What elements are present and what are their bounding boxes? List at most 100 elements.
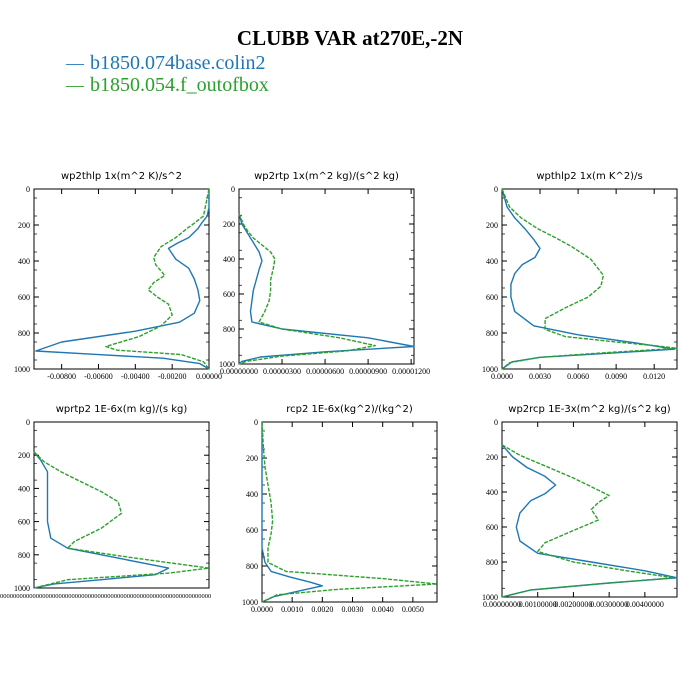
x-tick-label: 0.00000300: [263, 367, 301, 376]
series-line-outofbox: [33, 451, 210, 589]
y-tick-label: 1000: [482, 593, 498, 602]
panel-title: wprtp2 1E-6x(m kg)/(s kg): [56, 404, 188, 415]
x-tick-label: -0.00400: [121, 372, 150, 381]
x-tick-label: 0.00100000: [519, 600, 557, 609]
x-tick-label: 0.0020: [311, 605, 333, 614]
y-tick-label: 200: [18, 451, 30, 460]
figure-title: CLUBB VAR at270E,-2N: [236, 26, 464, 50]
series-line-base: [501, 188, 676, 370]
x-tick-label: 0.00000: [196, 372, 222, 381]
y-tick-label: 1000: [482, 365, 498, 374]
y-tick-label: 400: [486, 257, 498, 266]
y-tick-label: 1000: [219, 360, 235, 369]
y-tick-label: 600: [18, 293, 30, 302]
panel-title: wp2rcp 1E-3x(m^2 kg)/(s^2 kg): [508, 404, 671, 415]
x-tick-label: 0.00400000: [626, 600, 664, 609]
series-line-base: [261, 422, 323, 603]
x-tick-label: 0.00000600: [306, 367, 344, 376]
plot-panel-3: wpthlp2 1x(m K^2)/s020040060080010000.00…: [482, 171, 678, 381]
series-line-base: [33, 451, 170, 589]
x-tick-label: 0.0040: [372, 605, 394, 614]
y-tick-label: 0: [254, 418, 258, 427]
x-tick-label: 0.0090: [605, 372, 627, 381]
y-tick-label: 1000: [14, 365, 30, 374]
y-tick-label: 0: [26, 418, 30, 427]
y-tick-label: 200: [246, 454, 258, 463]
axes-frame: [501, 421, 678, 598]
x-tick-label: -0.00800: [47, 372, 76, 381]
plot-panel-6: wp2rcp 1E-3x(m^2 kg)/(s^2 kg) 0 200 400 600 8…: [482, 404, 678, 609]
x-tick-label: -0.00200: [158, 372, 187, 381]
legend-entry-base: — b1850.074base.colin2: [66, 52, 266, 75]
x-tick-label: -0.00600: [84, 372, 113, 381]
x-tick-label: 0.00000900: [349, 367, 387, 376]
y-tick-label: 800: [18, 551, 30, 560]
y-tick-label: 200: [223, 220, 235, 229]
x-tick-label: 0.00000000: [220, 367, 258, 376]
legend-line-icon: —: [66, 53, 84, 73]
x-tick-label: 0.00300000: [590, 600, 628, 609]
y-tick-label: 400: [18, 257, 30, 266]
y-tick-label: 600: [223, 290, 235, 299]
plot-panel-1: wp2thlp 1x(m^2 K)/s^2 0 200 400 600 800 1000 -0…: [14, 171, 222, 381]
y-tick-label: 1000: [242, 598, 258, 607]
y-tick-label: 800: [486, 329, 498, 338]
y-tick-label: 0: [494, 185, 498, 194]
y-tick-label: 0: [494, 418, 498, 427]
x-tick-label: 0.00200000: [554, 600, 592, 609]
x-tick-label: 0.0030: [529, 372, 551, 381]
legend-label: b1850.054.f_outofbox: [90, 74, 269, 96]
series-line-outofbox: [238, 213, 376, 365]
x-tick-label: 0.00000000: [483, 600, 521, 609]
y-tick-label: 0: [231, 185, 235, 194]
y-tick-label: 600: [18, 518, 30, 527]
panel-title: wp2thlp 1x(m^2 K)/s^2: [61, 171, 182, 182]
legend-label: b1850.074base.colin2: [90, 52, 266, 74]
y-tick-label: 1000: [14, 584, 30, 593]
panel-title: rcp2 1E-6x(kg^2)/(kg^2): [286, 404, 413, 415]
plot-panel-2: wp2rtp 1x(m^2 kg)/(s^2 kg) 0 200 400 600 800 1…: [219, 171, 430, 376]
y-tick-label: 800: [223, 325, 235, 334]
y-tick-label: 800: [246, 562, 258, 571]
series-line-base: [238, 213, 415, 365]
plot-panel-4: wprtp2 1E-6x(m kg)/(s kg) 0 200 400 600 800 10…: [0, 404, 211, 600]
x-tick-label: 0.0000: [491, 372, 513, 381]
x-tick-label: 0.00000000000000000000000000000000000000…: [0, 593, 211, 600]
axes-frame: [261, 421, 438, 603]
x-tick-label: 0.00001200: [392, 367, 430, 376]
panel-title: wpthlp2 1x(m K^2)/s: [536, 171, 642, 182]
axes-frame: [501, 188, 678, 370]
axes-frame: [33, 421, 210, 589]
y-tick-label: 200: [486, 453, 498, 462]
y-tick-label: 400: [246, 490, 258, 499]
panel-title: wp2rtp 1x(m^2 kg)/(s^2 kg): [254, 171, 399, 182]
series-line-outofbox: [261, 421, 438, 603]
legend-entry-outofbox: — b1850.054.f_outofbox: [66, 74, 269, 97]
x-tick-label: 0.0010: [281, 605, 303, 614]
y-tick-label: 400: [18, 484, 30, 493]
y-tick-label: 200: [486, 221, 498, 230]
y-tick-label: 600: [486, 523, 498, 532]
y-tick-label: 800: [18, 329, 30, 338]
x-tick-label: 0.0060: [567, 372, 589, 381]
x-tick-label: 0.0030: [342, 605, 364, 614]
series-line-outofbox: [501, 444, 675, 598]
axes-frame: [33, 188, 210, 370]
y-tick-label: 0: [26, 185, 30, 194]
y-tick-label: 600: [486, 293, 498, 302]
y-tick-label: 200: [18, 221, 30, 230]
legend-line-icon: —: [66, 75, 84, 95]
y-tick-label: 400: [223, 255, 235, 264]
y-tick-label: 400: [486, 488, 498, 497]
y-tick-label: 800: [486, 558, 498, 567]
x-tick-label: 0.0050: [402, 605, 424, 614]
series-line-outofbox: [501, 188, 678, 370]
series-line-base: [35, 189, 210, 370]
x-tick-label: 0.0120: [643, 372, 665, 381]
axes-frame: [238, 188, 415, 365]
y-tick-label: 600: [246, 526, 258, 535]
plot-panel-5: rcp2 1E-6x(kg^2)/(kg^2) 0 200 400 600 800 1000…: [242, 404, 438, 614]
x-tick-label: 0.0000: [251, 605, 273, 614]
series-line-outofbox: [105, 188, 210, 370]
